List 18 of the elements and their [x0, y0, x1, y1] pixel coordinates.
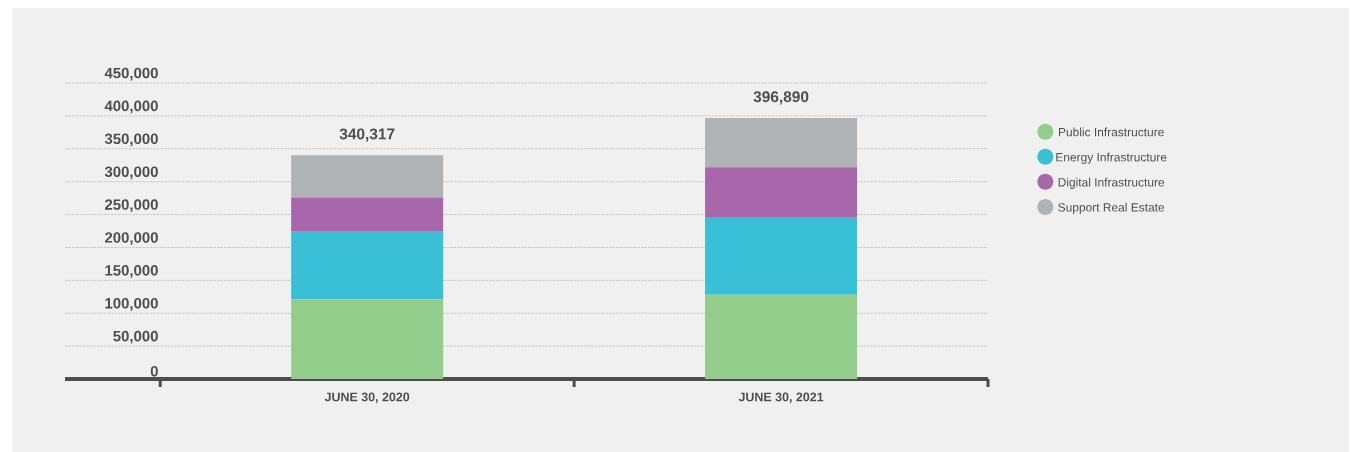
legend-label: Support Real Estate — [1058, 202, 1165, 214]
y-tick-label: 300,000 — [104, 166, 158, 180]
y-tick-label: 250,000 — [104, 199, 158, 213]
y-tick-label: 200,000 — [104, 232, 158, 245]
x-tick-label: JUNE 30, 2020 — [324, 392, 410, 404]
y-tick-label: 150,000 — [105, 265, 158, 278]
x-tick-label: JUNE 30, 2021 — [738, 392, 824, 404]
y-tick-label: 400,000 — [104, 100, 158, 114]
y-tick-label: 350,000 — [104, 133, 158, 147]
y-tick-label: 100,000 — [105, 297, 158, 311]
legend-label: Digital Infrastructure — [1058, 177, 1165, 189]
total-label: 340,317 — [339, 128, 395, 142]
y-tick-label: 0 — [150, 365, 158, 377]
total-label: 396,890 — [753, 91, 809, 105]
legend-label: Public Infrastructure — [1059, 127, 1164, 137]
legend-label: Energy Infrastructure — [1056, 152, 1167, 164]
y-tick-label: 450,000 — [104, 67, 158, 81]
y-tick-label: 50,000 — [113, 330, 158, 344]
